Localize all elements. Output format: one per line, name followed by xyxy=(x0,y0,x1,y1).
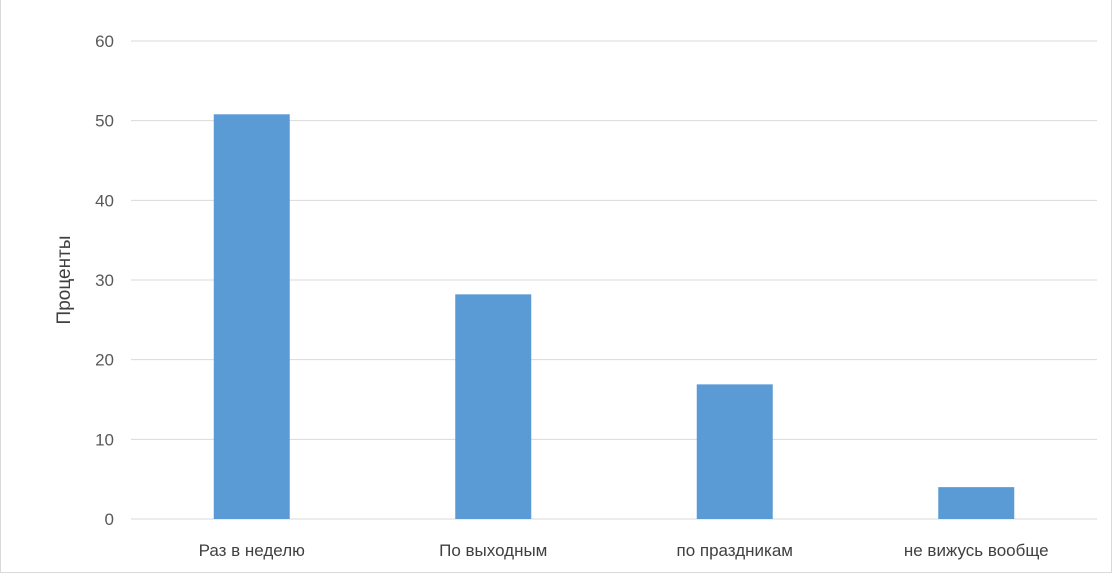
y-tick-label: 40 xyxy=(95,191,114,210)
x-category-label: не вижусь вообще xyxy=(904,541,1049,560)
bars xyxy=(213,114,1015,519)
y-tick-label: 10 xyxy=(95,430,114,449)
x-category-labels: Раз в неделю По выходным по праздникам не в… xyxy=(199,541,1049,560)
bar xyxy=(696,384,773,519)
bar xyxy=(455,294,532,519)
y-tick-label: 30 xyxy=(95,271,114,290)
y-axis-title: Проценты xyxy=(54,236,75,325)
y-tick-labels: 0 10 20 30 40 50 60 xyxy=(95,32,114,529)
y-tick-label: 60 xyxy=(95,32,114,51)
x-category-label: по праздникам xyxy=(677,541,794,560)
gridlines xyxy=(131,40,1097,520)
bar xyxy=(213,114,290,519)
y-tick-label: 0 xyxy=(105,510,114,529)
y-tick-label: 50 xyxy=(95,112,114,131)
x-category-label: По выходным xyxy=(439,541,547,560)
x-category-label: Раз в неделю xyxy=(199,541,306,560)
y-tick-label: 20 xyxy=(95,351,114,370)
bar xyxy=(938,487,1015,519)
